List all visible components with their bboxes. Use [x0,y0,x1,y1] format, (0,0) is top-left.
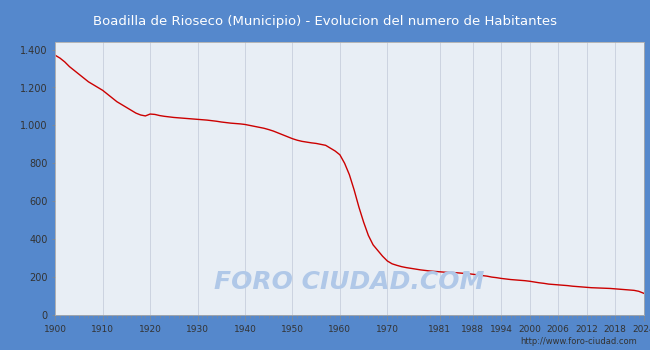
Text: FORO CIUDAD.COM: FORO CIUDAD.COM [214,270,484,294]
Text: Boadilla de Rioseco (Municipio) - Evolucion del numero de Habitantes: Boadilla de Rioseco (Municipio) - Evoluc… [93,14,557,28]
Text: http://www.foro-ciudad.com: http://www.foro-ciudad.com [520,337,637,346]
